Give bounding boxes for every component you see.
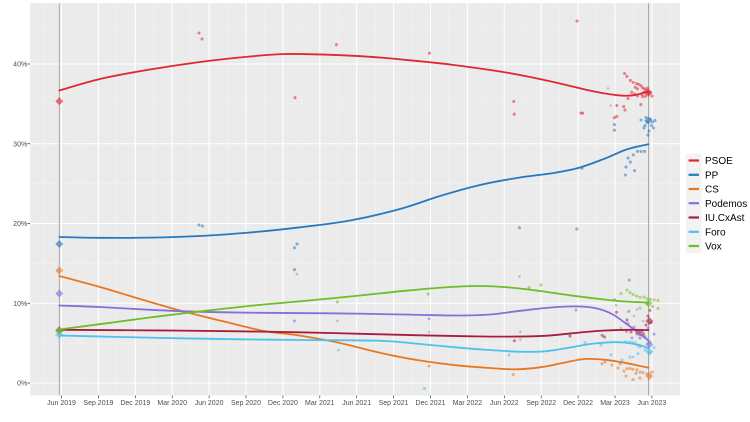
- svg-text:Mar 2021: Mar 2021: [305, 400, 335, 407]
- svg-text:Mar 2023: Mar 2023: [600, 400, 630, 407]
- svg-text:Jun 2020: Jun 2020: [195, 400, 224, 407]
- svg-text:20%: 20%: [13, 221, 27, 228]
- svg-text:Jun 2019: Jun 2019: [47, 400, 76, 407]
- svg-text:Dec 2022: Dec 2022: [563, 400, 593, 407]
- svg-text:40%: 40%: [13, 62, 27, 69]
- svg-text:Sep 2021: Sep 2021: [379, 400, 409, 407]
- svg-text:Sep 2019: Sep 2019: [83, 400, 113, 407]
- svg-text:Dec 2021: Dec 2021: [416, 400, 446, 407]
- svg-text:Foro: Foro: [705, 227, 726, 238]
- svg-text:Dec 2020: Dec 2020: [268, 400, 298, 407]
- svg-text:PP: PP: [705, 170, 719, 181]
- svg-text:Jun 2023: Jun 2023: [637, 400, 666, 407]
- svg-text:Dec 2019: Dec 2019: [120, 400, 150, 407]
- svg-text:PSOE: PSOE: [705, 156, 733, 167]
- svg-text:Jun 2022: Jun 2022: [490, 400, 519, 407]
- svg-text:30%: 30%: [13, 141, 27, 148]
- svg-text:Podemos: Podemos: [705, 199, 747, 210]
- svg-text:Jun 2021: Jun 2021: [342, 400, 371, 407]
- svg-text:10%: 10%: [13, 301, 27, 308]
- svg-text:Sep 2020: Sep 2020: [231, 400, 261, 407]
- svg-text:0%: 0%: [17, 381, 27, 388]
- svg-text:Mar 2020: Mar 2020: [157, 400, 187, 407]
- svg-text:Mar 2022: Mar 2022: [453, 400, 483, 407]
- svg-text:IU.CxAst: IU.CxAst: [705, 213, 745, 224]
- svg-text:CS: CS: [705, 185, 719, 196]
- svg-text:Vox: Vox: [705, 242, 722, 253]
- svg-text:Sep 2022: Sep 2022: [526, 400, 556, 407]
